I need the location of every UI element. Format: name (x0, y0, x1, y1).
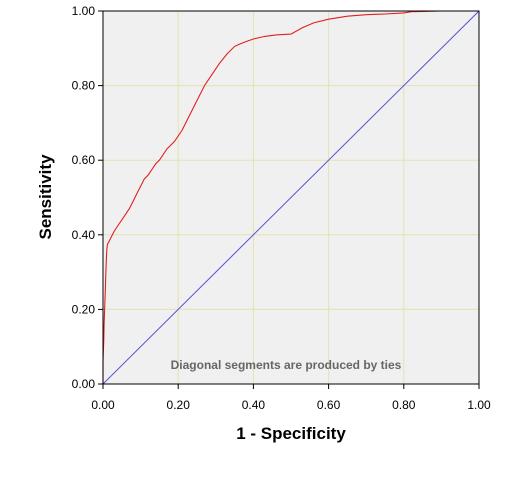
x-tick-label: 0.40 (242, 398, 266, 412)
y-tick-label: 1.00 (72, 4, 96, 18)
x-axis-ticks: 0.00 0.20 0.40 0.60 0.80 1.00 (91, 384, 491, 412)
y-axis-ticks: 0.00 0.20 0.40 0.60 0.80 1.00 (72, 4, 103, 391)
reference-diagonal-line (102, 10, 480, 385)
y-tick-label: 0.40 (72, 228, 96, 242)
gridlines (102, 10, 480, 385)
x-tick-label: 1.00 (467, 398, 491, 412)
y-axis-title: Sensitivity (36, 154, 55, 240)
x-tick-label: 0.80 (392, 398, 416, 412)
y-tick-label: 0.80 (72, 79, 96, 93)
roc-curve-line (102, 10, 479, 384)
diagonal-ties-annotation: Diagonal segments are produced by ties (171, 358, 402, 372)
x-tick-label: 0.60 (317, 398, 341, 412)
x-tick-label: 0.00 (91, 398, 115, 412)
plot-frame (102, 10, 480, 385)
x-axis-title: 1 - Specificity (236, 424, 346, 443)
x-tick-label: 0.20 (167, 398, 191, 412)
y-tick-label: 0.20 (72, 302, 96, 316)
y-tick-label: 0.60 (72, 153, 96, 167)
y-tick-label: 0.00 (72, 377, 96, 391)
